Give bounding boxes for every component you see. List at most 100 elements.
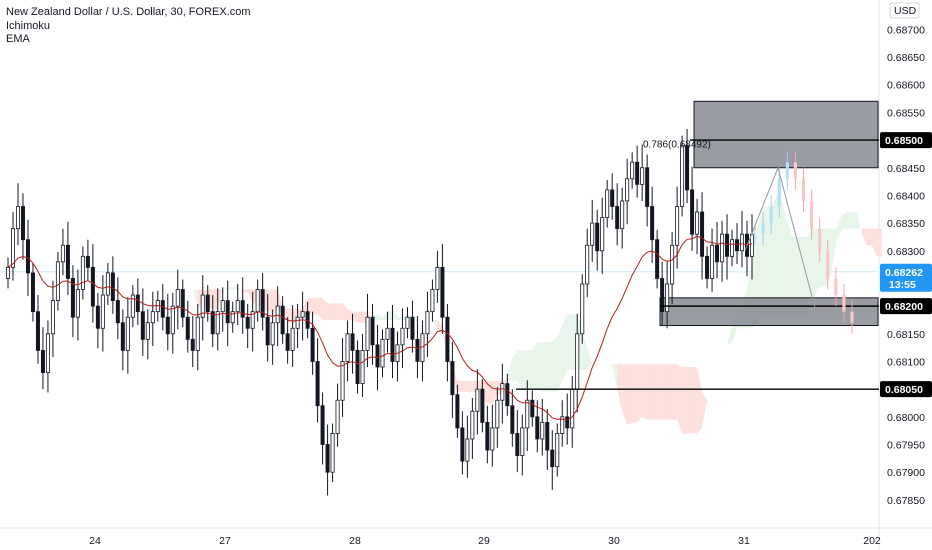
candle-body [435,266,440,290]
time-tick-label: 28 [349,535,361,547]
candle [735,223,740,265]
candle-body [280,305,285,335]
candle [585,228,590,298]
candle [390,305,395,379]
cloud-segment [682,367,688,434]
candle-body [750,233,755,257]
cloud-segment [776,195,782,315]
candle-body [505,383,510,407]
candle-body [730,239,735,257]
candle [425,291,430,358]
price-axis[interactable]: 0.68700 0.68650 0.68600 0.68550 0.68450 0.684… [887,2,925,507]
candle-body [300,311,305,318]
cloud-segment [507,358,513,381]
candle-body [425,311,430,335]
candle [455,384,460,438]
candle-body [585,244,590,285]
candle [15,183,20,246]
candle-body [725,233,730,257]
candle [350,313,355,374]
currency-button[interactable]: USD [889,2,920,19]
price-tick-label: 0.67950 [887,440,925,452]
price-tick-label: 0.68150 [887,329,925,341]
candle [700,192,705,280]
zone-rect [693,100,879,169]
candle [165,293,170,351]
symbol-title[interactable]: New Zealand Dollar / U.S. Dollar, 30, FO… [6,6,251,18]
candle [355,340,360,394]
cloud-segment [462,380,468,392]
cloud-segment [387,308,393,320]
price-tick-label: 0.68300 [887,246,925,258]
candle [605,179,610,228]
candle [380,329,385,377]
candle-body [660,278,665,313]
projection-candle [826,239,830,290]
candle [360,333,365,397]
price-tick-label: 0.68350 [887,218,925,230]
candle [615,183,620,246]
candle [635,145,640,198]
candle [670,231,675,304]
cloud-segment [377,314,383,320]
candle-body [550,449,555,468]
cloud-segment [582,331,588,370]
candle [115,277,120,340]
candle [560,400,565,447]
cloud-segment [687,367,693,434]
cloud-segment [637,364,643,423]
projection [744,151,854,334]
candle [475,369,480,435]
indicator-ichimoku[interactable]: Ichimoku [6,19,51,32]
candle-body [485,421,490,451]
cloud-segment [312,297,318,315]
cloud-segment [522,350,528,390]
cloud-segment [876,228,882,257]
time-axis[interactable]: 24 27 28 29 30 31 202 [89,535,881,547]
candle-body [145,322,150,340]
candle-body [150,311,155,324]
countdown-timer: 13:55 [889,279,916,291]
candle [110,256,115,314]
candle-body [165,316,170,335]
candle-body [230,311,235,324]
chart-legend: New Zealand Dollar / U.S. Dollar, 30, FO… [6,6,251,47]
cloud-segment [307,297,313,315]
price-tick-label: 0.68450 [887,163,925,175]
current-price-value: 0.68262 [885,267,923,279]
supply-demand-zones[interactable] [659,100,879,327]
projection-candle [850,300,854,334]
time-tick-label: 24 [89,535,101,547]
cloud-segment [567,314,573,370]
candle-body [185,316,190,340]
candle-body [615,206,620,230]
candle-body [610,189,615,207]
candle [500,363,505,424]
indicator-ema[interactable]: EMA [6,33,30,45]
candle [275,286,280,346]
cloud-segment [851,212,857,229]
time-tick-label: 29 [478,535,490,547]
candle-body [515,433,520,456]
candle-body [30,272,35,313]
candle [220,287,225,332]
projection-body [809,200,814,229]
cloud-segment [247,289,253,304]
cloud-segment [871,228,877,257]
cloud-segment [287,308,293,323]
candle [150,291,155,346]
price-tick-label: 0.67850 [887,495,925,507]
cloud-segment [547,342,553,392]
candle [45,320,50,393]
candle-body [15,206,20,230]
candle-body [370,316,375,346]
cloud-segment [342,303,348,320]
candle-body [190,338,195,351]
candle-body [290,327,295,351]
candle-body [545,421,550,451]
candle [620,187,625,249]
candle [600,197,605,275]
candle-body [500,383,505,401]
